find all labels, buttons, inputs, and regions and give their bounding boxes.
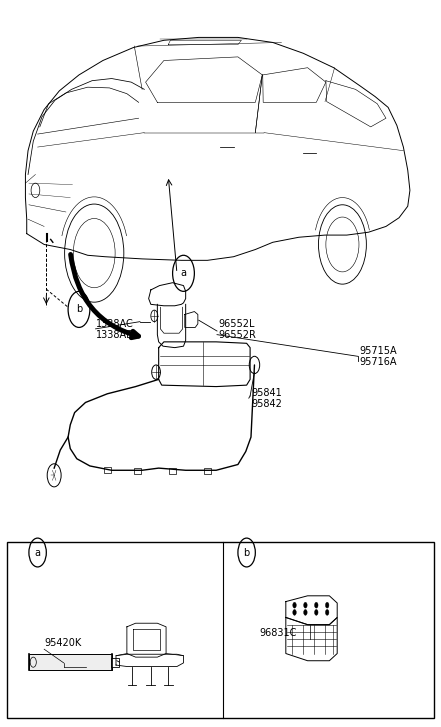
Bar (134, 468, 141, 474)
Bar (204, 468, 211, 474)
Text: 96552L: 96552L (218, 319, 255, 329)
Bar (111, 658, 119, 667)
Text: 1338AC: 1338AC (97, 319, 134, 329)
FancyArrowPatch shape (71, 254, 138, 338)
Bar (7, 542, 434, 718)
Circle shape (325, 609, 329, 615)
Text: 1338AD: 1338AD (97, 329, 135, 340)
Circle shape (293, 602, 296, 608)
Text: a: a (180, 268, 187, 278)
Text: 95716A: 95716A (360, 357, 397, 367)
Text: b: b (76, 305, 82, 314)
Bar (104, 467, 111, 473)
Text: b: b (243, 547, 250, 558)
Text: 95420K: 95420K (44, 638, 82, 648)
Text: 95841: 95841 (251, 388, 282, 398)
Circle shape (304, 602, 307, 608)
Circle shape (304, 609, 307, 615)
Circle shape (314, 609, 318, 615)
Bar (29, 654, 112, 670)
Text: 96831C: 96831C (260, 627, 297, 638)
Circle shape (314, 602, 318, 608)
Text: 95842: 95842 (251, 399, 282, 409)
Bar (169, 468, 176, 474)
Circle shape (293, 609, 296, 615)
Circle shape (325, 602, 329, 608)
Text: 95715A: 95715A (360, 346, 397, 356)
Text: 96552R: 96552R (218, 329, 256, 340)
Text: a: a (34, 547, 41, 558)
